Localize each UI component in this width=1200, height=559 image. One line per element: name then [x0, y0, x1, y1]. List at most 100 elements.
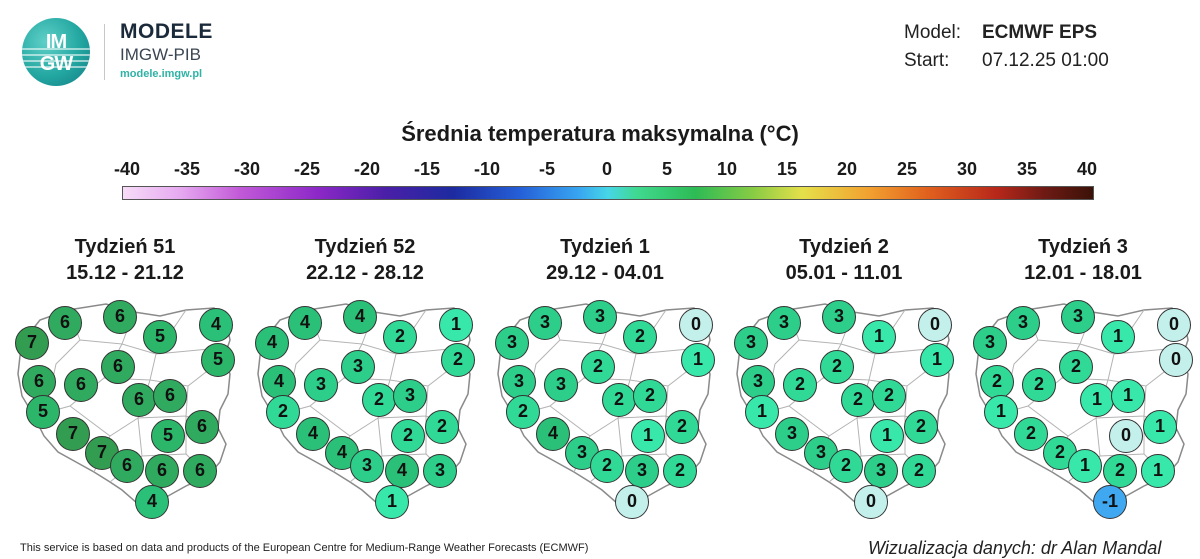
temperature-marker: 4: [135, 485, 169, 519]
logo-subtitle: IMGW-PIB: [120, 45, 201, 64]
temperature-marker: 1: [1141, 454, 1175, 488]
temperature-marker: 0: [679, 308, 713, 342]
temperature-marker: 4: [262, 365, 296, 399]
scale-tick: 10: [716, 159, 738, 179]
start-label: Start:: [904, 50, 950, 71]
temperature-marker: 1: [681, 343, 715, 377]
temperature-marker: 2: [266, 395, 300, 429]
temperature-marker: 0: [1159, 343, 1193, 377]
temperature-marker: 4: [255, 326, 289, 360]
scale-tick: 35: [1016, 159, 1038, 179]
week-range: 15.12 - 21.12: [66, 262, 184, 284]
temperature-marker: 6: [110, 449, 144, 483]
temperature-marker: 5: [143, 320, 177, 354]
scale-tick: -5: [538, 159, 555, 179]
scale-tick: 5: [661, 159, 672, 179]
scale-tick: 15: [776, 159, 798, 179]
temperature-marker: 0: [1157, 308, 1191, 342]
temperature-marker: -1: [1093, 485, 1127, 519]
temperature-marker: 2: [623, 320, 657, 354]
temperature-marker: 2: [904, 410, 938, 444]
temperature-marker: 4: [536, 417, 570, 451]
temperature-marker: 2: [590, 449, 624, 483]
temperature-marker: 7: [56, 417, 90, 451]
ecmwf-credit: This service is based on data and produc…: [20, 542, 589, 554]
temperature-marker: 2: [506, 395, 540, 429]
temperature-marker: 4: [288, 306, 322, 340]
temperature-marker: 1: [870, 419, 904, 453]
temperature-marker: 6: [183, 454, 217, 488]
week-name: Tydzień 52: [314, 236, 416, 258]
temperature-marker: 3: [734, 326, 768, 360]
temperature-marker: 2: [841, 383, 875, 417]
temperature-marker: 2: [1103, 454, 1137, 488]
week-range: 22.12 - 28.12: [306, 262, 424, 284]
logo-letters-bottom: GW: [39, 53, 73, 75]
color-scale-bar: [122, 186, 1094, 200]
temperature-marker: 1: [920, 343, 954, 377]
temperature-marker: 2: [633, 379, 667, 413]
logo-letters-top: IM: [45, 31, 67, 53]
temperature-marker: 4: [385, 454, 419, 488]
logo-title: MODELE: [120, 20, 213, 43]
scale-tick: -10: [473, 159, 500, 179]
scale-tick: -15: [413, 159, 440, 179]
temperature-marker: 3: [528, 306, 562, 340]
logo-url[interactable]: modele.imgw.pl: [120, 68, 203, 80]
temperature-marker: 3: [775, 417, 809, 451]
scale-title: Średnia temperatura maksymalna (°C): [401, 121, 799, 146]
temperature-marker: 6: [122, 383, 156, 417]
temperature-marker: 2: [829, 449, 863, 483]
scale-tick: 40: [1076, 159, 1098, 179]
temperature-marker: 3: [864, 454, 898, 488]
week-range: 05.01 - 11.01: [785, 262, 903, 284]
model-label: Model:: [904, 22, 962, 43]
temperature-marker: 2: [820, 350, 854, 384]
temperature-marker: 3: [350, 449, 384, 483]
temperature-marker: 3: [1061, 300, 1095, 334]
temperature-marker: 1: [1080, 383, 1114, 417]
temperature-marker: 2: [665, 410, 699, 444]
temperature-marker: 4: [296, 417, 330, 451]
temperature-marker: 3: [583, 300, 617, 334]
scale-tick: 30: [956, 159, 978, 179]
temperature-marker: 3: [973, 326, 1007, 360]
temperature-marker: 4: [199, 308, 233, 342]
temperature-marker: 5: [26, 395, 60, 429]
temperature-marker: 2: [872, 379, 906, 413]
week-name: Tydzień 51: [74, 236, 176, 258]
scale-tick: 25: [896, 159, 918, 179]
start-row: Start: 07.12.25 01:00: [904, 50, 1109, 78]
temperature-marker: 3: [393, 379, 427, 413]
temperature-marker: 2: [980, 365, 1014, 399]
temperature-marker: 5: [201, 343, 235, 377]
temperature-marker: 6: [101, 350, 135, 384]
temperature-marker: 2: [441, 343, 475, 377]
temperature-marker: 1: [375, 485, 409, 519]
temperature-marker: 1: [439, 308, 473, 342]
temperature-marker: 2: [391, 419, 425, 453]
temperature-marker: 3: [495, 326, 529, 360]
week-range: 12.01 - 18.01: [1024, 262, 1142, 284]
week-name: Tydzień 1: [560, 236, 650, 258]
temperature-marker: 6: [185, 410, 219, 444]
temperature-marker: 6: [22, 365, 56, 399]
temperature-marker: 2: [362, 383, 396, 417]
temperature-marker: 1: [1101, 320, 1135, 354]
week-header: Tydzień 51 15.12 - 21.12: [10, 234, 240, 286]
week-header: Tydzień 2 05.01 - 11.01: [729, 234, 959, 286]
temperature-marker: 0: [1109, 419, 1143, 453]
scale-tick: -35: [173, 159, 200, 179]
scale-tick: 0: [601, 159, 612, 179]
temperature-marker: 1: [631, 419, 665, 453]
temperature-marker: 6: [64, 368, 98, 402]
temperature-marker: 1: [1111, 379, 1145, 413]
scale-tick: -20: [353, 159, 380, 179]
temperature-marker: 3: [1006, 306, 1040, 340]
temperature-marker: 1: [1068, 449, 1102, 483]
temperature-marker: 4: [343, 300, 377, 334]
week-name: Tydzień 2: [799, 236, 889, 258]
temperature-marker: 3: [544, 368, 578, 402]
temperature-marker: 6: [48, 306, 82, 340]
temperature-marker: 2: [1022, 368, 1056, 402]
